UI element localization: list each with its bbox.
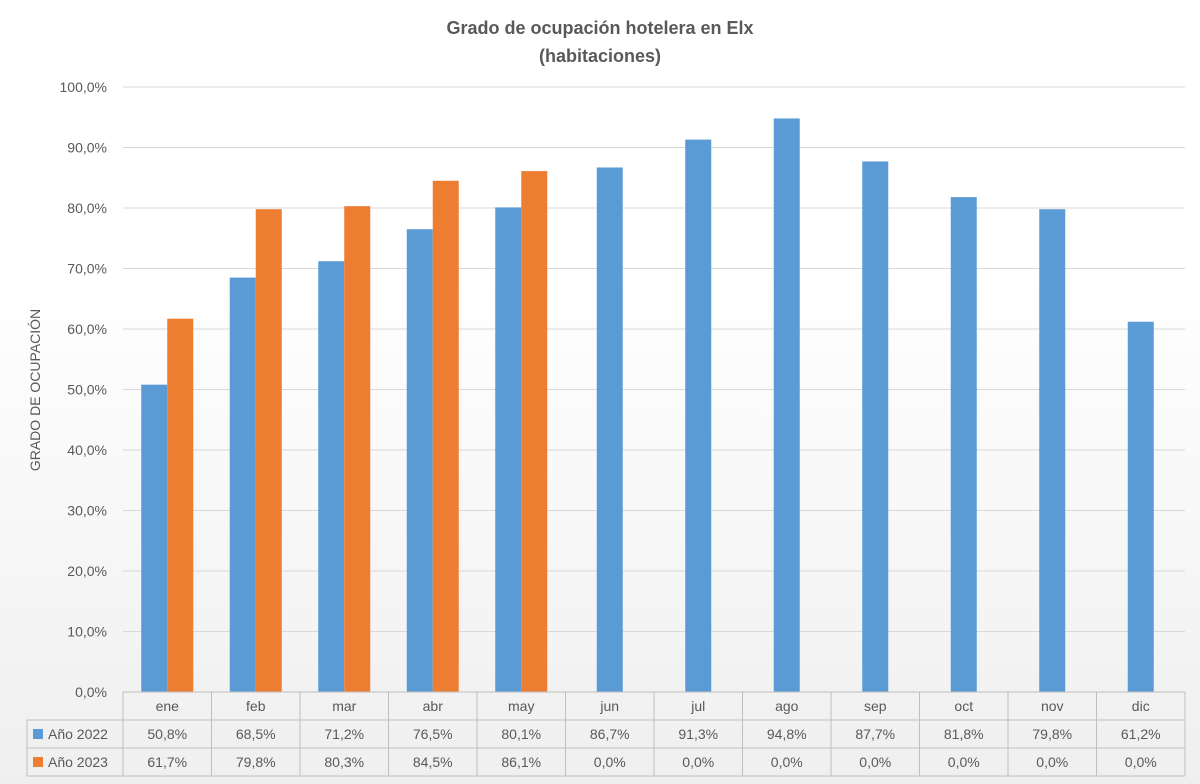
bar: [344, 206, 371, 692]
bar: [406, 229, 433, 693]
y-tick-label: 20,0%: [67, 563, 107, 579]
bar: [141, 384, 168, 692]
data-label: 87,7%: [855, 726, 895, 742]
y-tick-label: 10,0%: [67, 624, 107, 640]
bar: [255, 209, 282, 692]
bar: [318, 261, 345, 692]
data-label: 86,7%: [590, 726, 630, 742]
legend-swatch: [33, 729, 43, 739]
x-tick-label: oct: [954, 698, 973, 714]
x-tick-label: mar: [332, 698, 356, 714]
chart-subtitle: (habitaciones): [539, 46, 661, 66]
bar: [1127, 321, 1154, 692]
bar: [773, 118, 800, 692]
data-label: 84,5%: [413, 754, 453, 770]
x-tick-label: dic: [1132, 698, 1150, 714]
chart-title: Grado de ocupación hotelera en Elx: [446, 18, 753, 38]
legend-entry: Año 2022: [48, 726, 108, 742]
data-label: 71,2%: [324, 726, 364, 742]
bar: [495, 207, 522, 692]
data-label: 94,8%: [767, 726, 807, 742]
y-tick-label: 40,0%: [67, 442, 107, 458]
bar: [685, 139, 712, 692]
bar: [862, 161, 889, 693]
x-tick-label: nov: [1041, 698, 1064, 714]
x-tick-label: ago: [775, 698, 799, 714]
data-label: 76,5%: [413, 726, 453, 742]
data-label: 0,0%: [1125, 754, 1157, 770]
data-label: 91,3%: [678, 726, 718, 742]
data-label: 81,8%: [944, 726, 984, 742]
data-label: 0,0%: [1036, 754, 1068, 770]
data-label: 0,0%: [859, 754, 891, 770]
legend-swatch: [33, 757, 43, 767]
bar: [229, 277, 256, 692]
data-label: 0,0%: [594, 754, 626, 770]
bar: [596, 167, 623, 693]
y-axis-label: GRADO DE OCUPACIÓN: [27, 309, 43, 471]
x-tick-label: abr: [423, 698, 444, 714]
data-label: 0,0%: [948, 754, 980, 770]
data-label: 61,7%: [147, 754, 187, 770]
gridlines: [123, 86, 1185, 632]
x-tick-label: sep: [864, 698, 887, 714]
data-label: 79,8%: [1032, 726, 1072, 742]
data-label: 50,8%: [147, 726, 187, 742]
data-label: 79,8%: [236, 754, 276, 770]
x-tick-label: may: [508, 698, 534, 714]
data-label: 0,0%: [771, 754, 803, 770]
x-tick-label: feb: [246, 698, 266, 714]
bar: [1039, 209, 1066, 692]
data-label: 86,1%: [501, 754, 541, 770]
bars: [141, 118, 1154, 693]
y-tick-label: 80,0%: [67, 200, 107, 216]
x-tick-label: jun: [599, 698, 619, 714]
data-table: ene feb mar abr may jun jul ago sep oct nov dic Año …: [26, 691, 1186, 777]
data-label: 0,0%: [682, 754, 714, 770]
data-label: 80,3%: [324, 754, 364, 770]
bar: [167, 318, 194, 692]
data-label: 61,2%: [1121, 726, 1161, 742]
y-tick-label: 90,0%: [67, 140, 107, 156]
legend-entry: Año 2023: [48, 754, 108, 770]
y-tick-label: 70,0%: [67, 261, 107, 277]
y-tick-label: 30,0%: [67, 503, 107, 519]
x-tick-label: ene: [156, 698, 180, 714]
data-label: 68,5%: [236, 726, 276, 742]
y-tick-label: 100,0%: [60, 79, 107, 95]
x-tick-label: jul: [690, 698, 705, 714]
data-label: 80,1%: [501, 726, 541, 742]
y-tick-label: 50,0%: [67, 382, 107, 398]
bar: [521, 171, 548, 693]
bar: [432, 180, 459, 692]
y-tick-label: 0,0%: [75, 684, 107, 700]
bar: [950, 197, 977, 693]
y-tick-label: 60,0%: [67, 321, 107, 337]
y-tick-labels: 0,0% 10,0% 20,0% 30,0% 40,0% 50,0% 60,0% 70,0% 8…: [60, 79, 107, 700]
